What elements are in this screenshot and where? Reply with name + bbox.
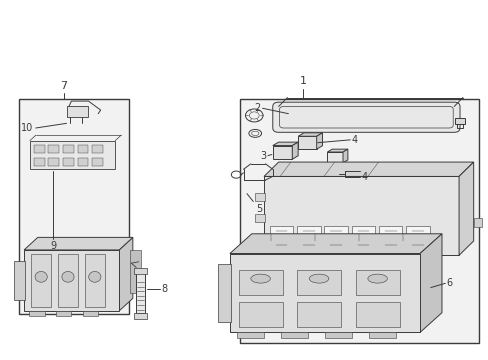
Polygon shape	[334, 165, 338, 177]
Bar	[134, 313, 147, 319]
Bar	[324, 226, 347, 235]
Bar	[134, 267, 147, 274]
Polygon shape	[292, 142, 298, 159]
Bar	[78, 145, 88, 153]
Text: 8: 8	[161, 284, 167, 294]
Bar	[327, 152, 342, 163]
Bar	[454, 118, 464, 125]
Bar	[255, 236, 264, 244]
Bar	[238, 302, 282, 327]
Bar	[324, 240, 347, 250]
Ellipse shape	[250, 274, 270, 283]
Ellipse shape	[367, 274, 386, 283]
Bar	[238, 270, 282, 295]
Polygon shape	[316, 133, 322, 149]
Bar	[24, 250, 119, 311]
Bar	[351, 240, 374, 250]
Text: 3: 3	[260, 150, 266, 161]
Polygon shape	[342, 149, 347, 163]
Bar	[14, 261, 25, 300]
Bar	[321, 168, 334, 177]
Bar	[255, 215, 264, 222]
Polygon shape	[272, 142, 298, 145]
Bar	[368, 332, 395, 338]
Bar	[58, 253, 78, 307]
Bar	[406, 226, 429, 235]
Bar	[29, 311, 44, 316]
Bar	[297, 302, 340, 327]
Bar	[63, 158, 74, 166]
Polygon shape	[264, 162, 473, 176]
Bar	[473, 218, 482, 226]
Text: 4: 4	[351, 135, 357, 145]
Bar	[325, 332, 351, 338]
Polygon shape	[419, 234, 441, 332]
Bar	[378, 226, 402, 235]
Bar	[281, 332, 307, 338]
Text: 2: 2	[253, 103, 260, 113]
Bar	[56, 311, 71, 316]
Polygon shape	[119, 237, 133, 311]
Ellipse shape	[88, 271, 101, 282]
Bar	[31, 253, 51, 307]
Text: 7: 7	[61, 81, 67, 91]
Polygon shape	[321, 165, 338, 168]
Bar	[92, 158, 103, 166]
Bar	[34, 145, 44, 153]
Bar	[239, 99, 478, 343]
Ellipse shape	[62, 271, 74, 282]
Bar	[351, 226, 374, 235]
Polygon shape	[298, 133, 322, 136]
Bar	[378, 240, 402, 250]
Text: 1: 1	[299, 76, 306, 86]
Bar	[229, 253, 419, 332]
Text: 10: 10	[21, 123, 33, 133]
Bar	[78, 158, 88, 166]
Bar	[92, 145, 103, 153]
Bar	[269, 240, 293, 250]
Text: 5: 5	[256, 204, 262, 215]
Bar	[297, 270, 340, 295]
FancyBboxPatch shape	[272, 102, 459, 132]
Bar	[82, 311, 98, 316]
Bar	[406, 240, 429, 250]
Bar	[298, 136, 316, 149]
Bar	[48, 145, 59, 153]
Bar	[269, 226, 293, 235]
Text: 4: 4	[361, 172, 367, 183]
Bar	[297, 240, 320, 250]
Polygon shape	[24, 237, 133, 250]
Bar	[63, 145, 74, 153]
Text: 6: 6	[446, 278, 452, 288]
Bar	[264, 176, 458, 255]
Bar	[19, 99, 129, 315]
Bar	[130, 250, 141, 293]
Bar	[217, 264, 230, 321]
Ellipse shape	[309, 274, 328, 283]
Polygon shape	[458, 162, 473, 255]
Bar	[237, 332, 264, 338]
Text: 9: 9	[50, 241, 56, 251]
Bar	[255, 193, 264, 201]
Ellipse shape	[35, 271, 47, 282]
Bar	[355, 270, 399, 295]
Bar	[66, 107, 88, 117]
Bar	[34, 158, 44, 166]
Bar	[136, 273, 145, 313]
Bar	[85, 253, 104, 307]
Bar	[456, 125, 462, 128]
Bar	[272, 145, 292, 159]
Bar	[48, 158, 59, 166]
Bar	[30, 140, 115, 169]
Polygon shape	[327, 149, 347, 152]
Polygon shape	[229, 234, 441, 253]
Bar	[355, 302, 399, 327]
Bar	[297, 226, 320, 235]
